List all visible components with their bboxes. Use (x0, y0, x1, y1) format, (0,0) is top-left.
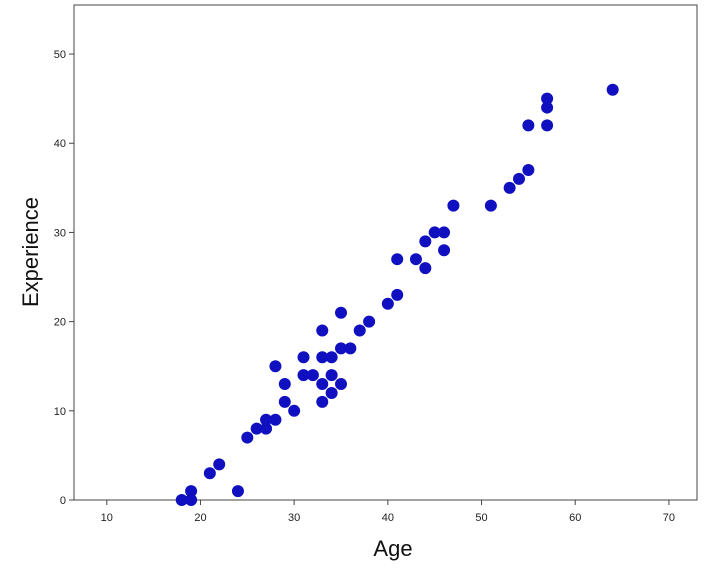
data-point (250, 422, 263, 435)
y-tick-label: 20 (54, 317, 66, 329)
data-point (213, 458, 226, 471)
data-point (391, 253, 404, 266)
data-point (335, 342, 347, 355)
data-point (325, 369, 338, 382)
data-point (316, 395, 329, 408)
y-axis-title: Experience (18, 197, 43, 307)
plot-frame (73, 4, 698, 501)
data-point (419, 262, 432, 275)
x-tick-label: 10 (101, 512, 113, 524)
data-point (438, 226, 451, 239)
x-tick-label: 60 (569, 512, 581, 524)
x-tick-label: 20 (194, 512, 206, 524)
data-point (428, 226, 441, 239)
data-point (278, 395, 291, 408)
data-point (335, 306, 347, 319)
data-point (381, 297, 394, 310)
data-point (503, 181, 516, 194)
x-axis-title: Age (373, 536, 412, 561)
y-tick-label: 40 (54, 138, 66, 150)
x-tick-label: 50 (475, 512, 487, 524)
data-point (278, 378, 291, 391)
data-point (522, 164, 535, 176)
data-point (606, 83, 619, 96)
data-point (231, 485, 244, 498)
y-axis: 0 10 20 30 40 50 (54, 49, 74, 507)
data-point (269, 360, 282, 373)
data-point (269, 413, 282, 426)
y-tick-label: 50 (54, 49, 66, 61)
x-tick-label: 70 (663, 512, 675, 524)
data-point (316, 351, 329, 364)
data-point (335, 378, 347, 391)
data-point (203, 467, 216, 480)
data-point (391, 288, 404, 301)
y-tick-label: 0 (60, 495, 66, 507)
data-point (260, 422, 273, 435)
data-point (419, 235, 432, 248)
data-point (185, 494, 198, 506)
data-point (316, 324, 329, 337)
data-point (288, 404, 301, 417)
data-point (363, 315, 376, 328)
data-point (541, 101, 554, 114)
data-point (185, 485, 198, 498)
data-point (513, 172, 525, 185)
x-tick-label: 30 (288, 512, 300, 524)
data-point (306, 369, 319, 382)
y-tick-label: 30 (54, 227, 66, 239)
data-point (325, 386, 338, 399)
data-point (409, 253, 422, 266)
data-point (484, 199, 497, 212)
data-points (175, 83, 619, 506)
data-point (353, 324, 366, 337)
data-point (438, 244, 451, 257)
data-point (447, 199, 460, 212)
data-point (297, 351, 310, 364)
data-point (344, 342, 357, 355)
x-tick-label: 40 (382, 512, 394, 524)
data-point (541, 119, 554, 132)
data-point (175, 494, 188, 506)
data-point (316, 378, 329, 391)
data-point (541, 92, 554, 105)
data-point (297, 369, 310, 382)
x-axis: 10 20 30 40 50 60 70 (101, 500, 675, 524)
data-point (260, 413, 273, 426)
y-tick-label: 10 (54, 406, 66, 418)
data-point (522, 119, 535, 132)
data-point (325, 351, 338, 364)
data-point (241, 431, 254, 444)
